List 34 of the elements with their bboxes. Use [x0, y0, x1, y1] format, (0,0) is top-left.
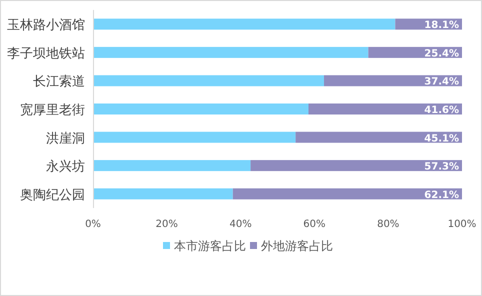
data-label: 25.4%	[424, 48, 459, 60]
legend-label: 本市游客占比	[174, 239, 246, 253]
bar	[324, 75, 462, 86]
bar	[296, 132, 462, 143]
data-label: 37.4%	[424, 76, 459, 88]
bar	[232, 188, 462, 200]
data-label: 41.6%	[424, 105, 459, 116]
x-tick-label: 60%	[303, 219, 326, 230]
data-label: 45.1%	[424, 133, 459, 144]
y-tick-label: 李子坝地铁站	[7, 46, 85, 62]
bar	[93, 160, 251, 172]
data-label: 18.1%	[424, 20, 459, 32]
y-tick-label: 洪崖洞	[46, 131, 85, 146]
data-label: 62.1%	[424, 190, 459, 201]
bar	[93, 46, 368, 58]
bar	[93, 18, 396, 30]
bar	[93, 75, 324, 86]
x-tick-label: 40%	[229, 219, 252, 230]
x-tick-label: 100%	[448, 219, 476, 230]
x-tick-label: 20%	[156, 219, 178, 230]
bar	[250, 160, 462, 172]
y-tick-label: 奥陶纪公园	[20, 188, 85, 203]
y-tick-label: 玉林路小酒馆	[7, 18, 85, 34]
y-tick-label: 长江索道	[33, 74, 85, 90]
y-tick-label: 宽厚里老街	[20, 102, 85, 118]
legend-label: 外地游客占比	[261, 239, 333, 253]
x-tick-label: 80%	[377, 219, 400, 230]
bar	[93, 132, 296, 143]
bar	[93, 104, 308, 114]
data-label: 57.3%	[424, 162, 459, 173]
bar	[308, 104, 462, 114]
bar	[93, 188, 233, 200]
y-tick-label: 永兴坊	[46, 158, 85, 175]
x-tick-label: 0%	[85, 219, 101, 230]
